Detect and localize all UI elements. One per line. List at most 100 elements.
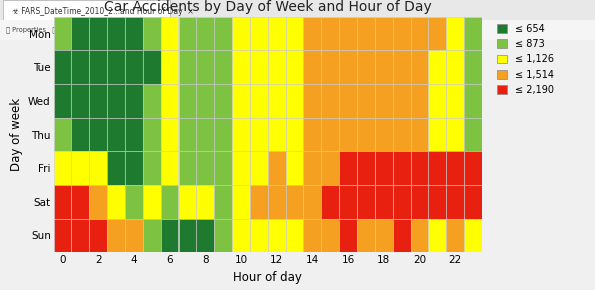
- Bar: [321, 185, 339, 219]
- Bar: [250, 118, 268, 151]
- Title: Car Accidents by Day of Week and Hour of Day: Car Accidents by Day of Week and Hour of…: [104, 0, 431, 14]
- Bar: [375, 151, 393, 185]
- Bar: [428, 84, 446, 118]
- Bar: [393, 84, 411, 118]
- Bar: [89, 50, 107, 84]
- Bar: [89, 151, 107, 185]
- Bar: [89, 17, 107, 50]
- Bar: [89, 84, 107, 118]
- Bar: [375, 185, 393, 219]
- Bar: [303, 151, 321, 185]
- Bar: [446, 118, 464, 151]
- Bar: [393, 17, 411, 50]
- Bar: [286, 151, 303, 185]
- Bar: [196, 50, 214, 84]
- Bar: [339, 50, 357, 84]
- Bar: [71, 17, 89, 50]
- Bar: [321, 84, 339, 118]
- Bar: [54, 50, 71, 84]
- Bar: [143, 219, 161, 252]
- Bar: [357, 185, 375, 219]
- Bar: [89, 219, 107, 252]
- Bar: [107, 151, 125, 185]
- Bar: [71, 151, 89, 185]
- Bar: [446, 151, 464, 185]
- Bar: [250, 219, 268, 252]
- Bar: [250, 17, 268, 50]
- Bar: [214, 219, 232, 252]
- Bar: [428, 17, 446, 50]
- Bar: [339, 17, 357, 50]
- Bar: [125, 50, 143, 84]
- Bar: [411, 118, 428, 151]
- Bar: [214, 151, 232, 185]
- Bar: [178, 50, 196, 84]
- Bar: [411, 151, 428, 185]
- Legend: ≤ 654, ≤ 873, ≤ 1,126, ≤ 1,514, ≤ 2,190: ≤ 654, ≤ 873, ≤ 1,126, ≤ 1,514, ≤ 2,190: [496, 22, 556, 97]
- Bar: [214, 50, 232, 84]
- Bar: [143, 118, 161, 151]
- Bar: [286, 17, 303, 50]
- Bar: [464, 17, 482, 50]
- Bar: [428, 50, 446, 84]
- Bar: [0, 20, 595, 40]
- Bar: [125, 151, 143, 185]
- Bar: [232, 219, 250, 252]
- Bar: [196, 84, 214, 118]
- Bar: [71, 219, 89, 252]
- Bar: [232, 17, 250, 50]
- Bar: [161, 219, 178, 252]
- Bar: [268, 151, 286, 185]
- Bar: [428, 151, 446, 185]
- Bar: [232, 50, 250, 84]
- Bar: [196, 17, 214, 50]
- Bar: [89, 118, 107, 151]
- Bar: [303, 219, 321, 252]
- Bar: [357, 84, 375, 118]
- Bar: [375, 50, 393, 84]
- Bar: [411, 50, 428, 84]
- Bar: [196, 185, 214, 219]
- Bar: [107, 84, 125, 118]
- Bar: [411, 185, 428, 219]
- Bar: [357, 50, 375, 84]
- X-axis label: Hour of day: Hour of day: [233, 271, 302, 284]
- Bar: [428, 185, 446, 219]
- Bar: [375, 219, 393, 252]
- Bar: [268, 17, 286, 50]
- Bar: [375, 84, 393, 118]
- Bar: [286, 219, 303, 252]
- Bar: [107, 118, 125, 151]
- Bar: [54, 118, 71, 151]
- Bar: [178, 118, 196, 151]
- Bar: [286, 118, 303, 151]
- Bar: [303, 84, 321, 118]
- Bar: [54, 17, 71, 50]
- Y-axis label: Day of week: Day of week: [10, 98, 23, 171]
- Bar: [232, 151, 250, 185]
- Bar: [303, 50, 321, 84]
- Bar: [232, 185, 250, 219]
- Bar: [268, 185, 286, 219]
- Bar: [464, 151, 482, 185]
- Bar: [178, 219, 196, 252]
- Bar: [268, 219, 286, 252]
- Bar: [446, 185, 464, 219]
- Bar: [0, 0, 595, 20]
- Bar: [321, 219, 339, 252]
- Bar: [464, 219, 482, 252]
- Bar: [339, 84, 357, 118]
- Bar: [411, 17, 428, 50]
- Bar: [143, 17, 161, 50]
- Bar: [161, 185, 178, 219]
- Bar: [375, 17, 393, 50]
- Bar: [125, 84, 143, 118]
- Bar: [464, 185, 482, 219]
- Bar: [178, 17, 196, 50]
- Bar: [214, 118, 232, 151]
- Bar: [357, 219, 375, 252]
- Bar: [357, 118, 375, 151]
- Bar: [161, 151, 178, 185]
- Bar: [107, 17, 125, 50]
- Bar: [161, 50, 178, 84]
